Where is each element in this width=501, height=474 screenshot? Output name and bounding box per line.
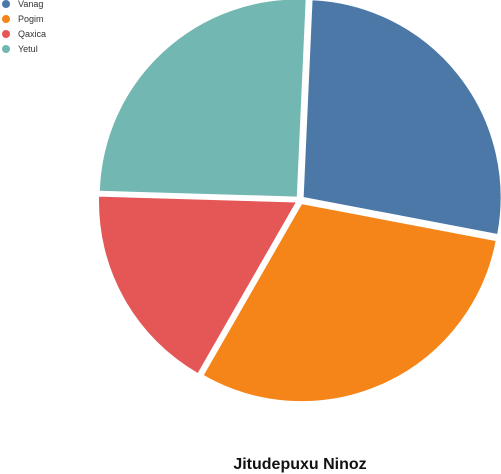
pie-slice-yetul [98, 0, 307, 198]
legend-label: Vanag [18, 0, 43, 9]
pie-slice-vanag [302, 0, 501, 236]
legend-label: Qaxica [18, 29, 46, 39]
chart-title: Jitudepuxu Ninoz [233, 456, 366, 473]
pie-slice-qaxica [98, 195, 298, 375]
pie-slices [98, 0, 501, 403]
legend-item-pogim: Pogim [2, 14, 44, 24]
pie-slice-pogim [202, 203, 497, 403]
legend-swatch [2, 45, 10, 53]
legend-swatch [2, 30, 10, 38]
legend-item-vanag: Vanag [2, 0, 43, 9]
legend-item-qaxica: Qaxica [2, 29, 46, 39]
legend: Vanag Pogim Qaxica Yetul [2, 0, 46, 54]
legend-label: Pogim [18, 14, 44, 24]
legend-item-yetul: Yetul [2, 44, 38, 54]
legend-swatch [2, 0, 10, 8]
legend-label: Yetul [18, 44, 38, 54]
legend-swatch [2, 15, 10, 23]
